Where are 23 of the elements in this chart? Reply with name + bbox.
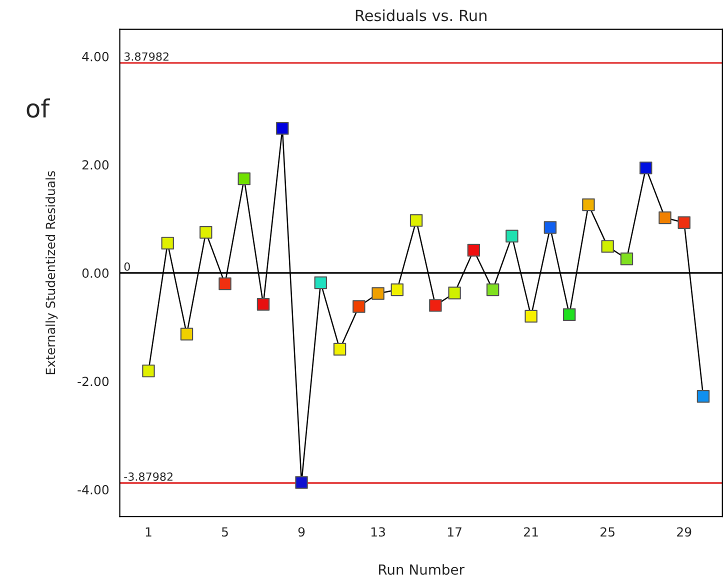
x-tick-label: 21	[524, 527, 538, 536]
y-tick-label: -4.00	[78, 484, 109, 494]
ref-line-label: -3.87982	[124, 472, 172, 481]
y-tick-label: 0.00	[82, 268, 109, 278]
point	[448, 286, 461, 300]
text: of	[26, 98, 50, 118]
y-tick-label: 2.00	[82, 160, 109, 170]
x-tick-label: 1	[146, 527, 152, 536]
point	[372, 287, 384, 300]
x-tick-label: 25	[600, 527, 614, 537]
x-tick-label: 5	[222, 527, 228, 537]
chart-title: Residuals vs. Run	[356, 9, 486, 22]
ref-line-label: 0	[124, 262, 130, 271]
y-tick-label: -2.00	[78, 376, 109, 386]
y-axis-title: Externally Studentized Residuals	[45, 171, 58, 374]
point	[295, 476, 308, 489]
x-tick-label: 13	[371, 527, 385, 537]
x-tick-label: 17	[448, 527, 462, 536]
x-axis-title: Run Number	[379, 564, 464, 575]
x-tick-label: 9	[298, 527, 305, 537]
y-tick-label: 4.00	[82, 52, 109, 62]
x-tick-label: 29	[677, 527, 692, 537]
ref-line-label: 3.87982	[124, 52, 168, 61]
